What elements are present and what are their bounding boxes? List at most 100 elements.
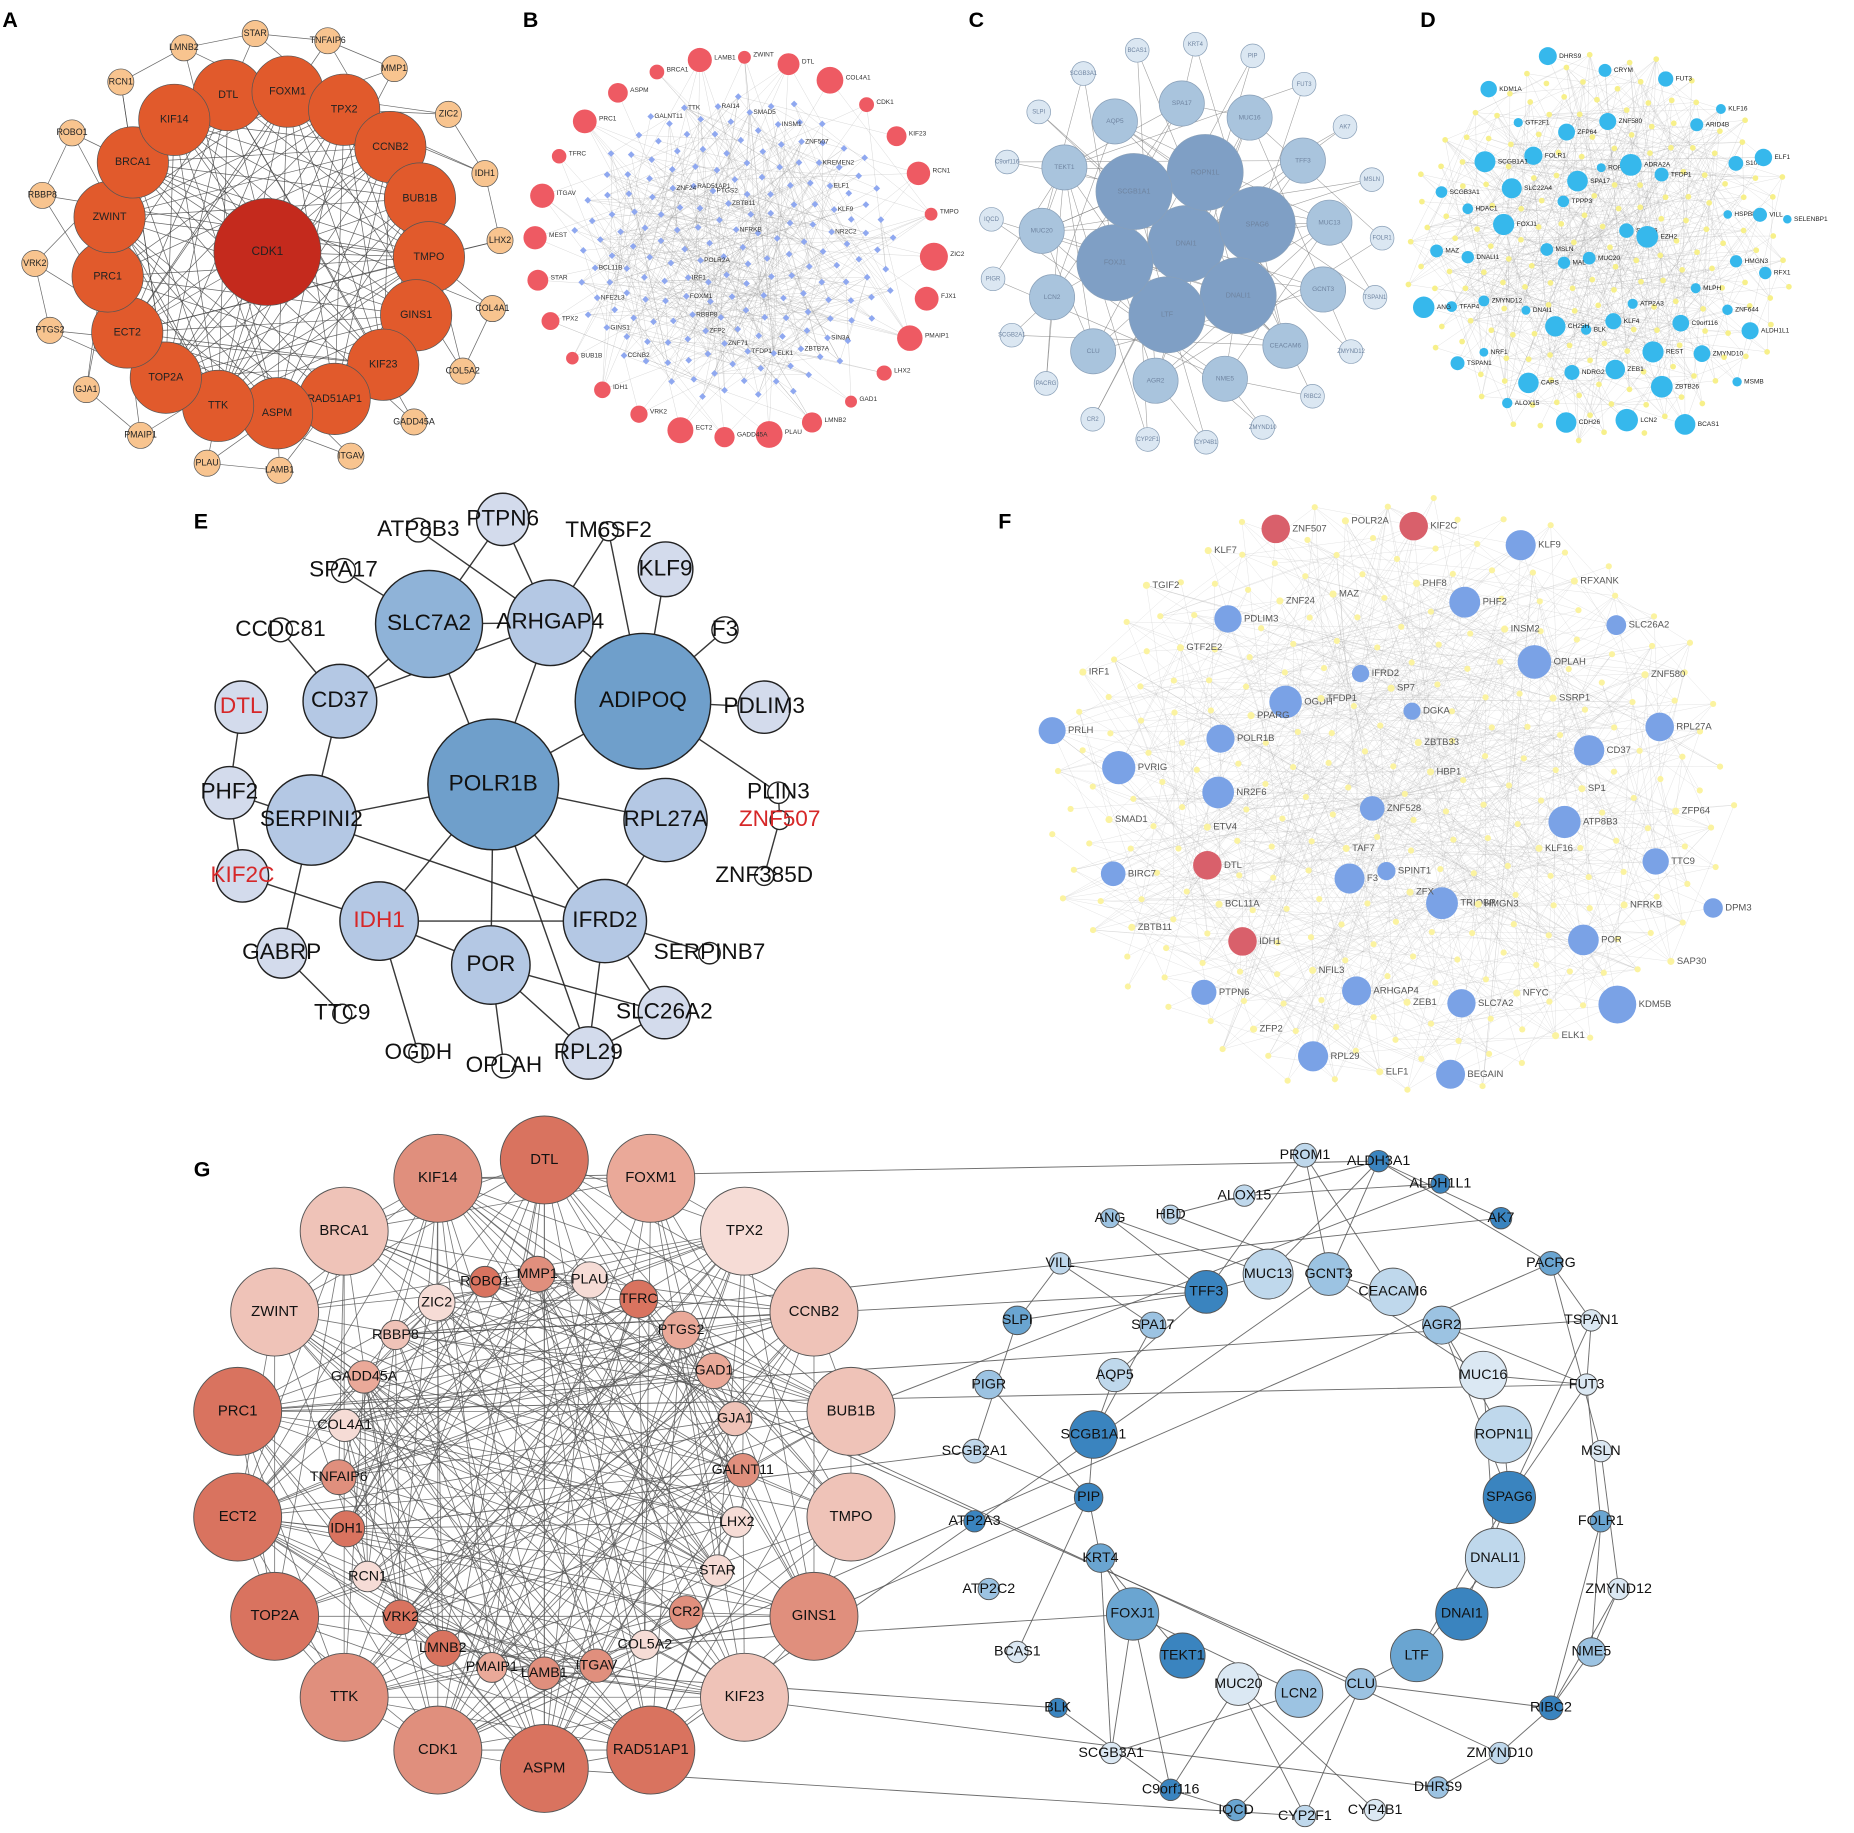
edge <box>399 1178 439 1618</box>
node <box>790 100 798 108</box>
edge <box>1483 102 1697 302</box>
edge <box>344 1425 718 1571</box>
edge <box>684 107 727 275</box>
edge <box>633 277 689 319</box>
node-label: OGDH <box>384 1039 452 1064</box>
edge <box>1202 526 1414 964</box>
edge <box>1472 812 1603 934</box>
node <box>1488 567 1496 574</box>
node <box>1696 728 1704 735</box>
edge <box>1140 602 1465 687</box>
node <box>1071 61 1096 86</box>
node <box>265 774 358 866</box>
edge <box>623 214 751 356</box>
node <box>637 541 694 598</box>
edge <box>1328 628 1505 764</box>
node-label: RAI14 <box>722 103 740 110</box>
node-label: NFRKB <box>740 226 762 233</box>
node <box>1595 302 1602 309</box>
edge <box>1362 574 1603 813</box>
edge <box>814 204 910 339</box>
edge <box>109 146 391 218</box>
edge <box>726 153 735 180</box>
node <box>1522 284 1528 290</box>
node <box>805 371 813 379</box>
edge <box>695 166 859 177</box>
edge <box>1173 680 1584 1006</box>
edge <box>1148 615 1195 753</box>
edge <box>274 1311 597 1666</box>
node <box>1657 775 1664 783</box>
node <box>1501 378 1508 384</box>
edge <box>1420 174 1491 247</box>
edge <box>1410 241 1654 353</box>
edge <box>790 185 810 267</box>
node <box>1381 594 1388 602</box>
node-label: MMP1 <box>381 63 407 73</box>
node <box>1783 214 1792 224</box>
node-label: FOXM1 <box>269 85 306 97</box>
node-label: GAD1 <box>695 1363 734 1379</box>
node <box>1510 921 1517 928</box>
edge <box>600 209 835 240</box>
node-label: DGKA <box>1423 706 1451 717</box>
edge <box>781 144 829 300</box>
node <box>1612 263 1619 270</box>
node <box>597 236 604 243</box>
nodes: MUC20SPAG6MALEZH2MSLNTPPP3ATP2A3SPA17KLF… <box>1405 47 1828 444</box>
edge <box>744 57 770 435</box>
edge <box>702 149 802 349</box>
node-label: CYP2F1 <box>1136 437 1159 443</box>
node <box>1341 517 1349 525</box>
node <box>1097 898 1104 905</box>
node-label: PTPN6 <box>466 505 539 530</box>
node <box>1546 111 1553 118</box>
edge <box>708 282 725 438</box>
node-label: ALDH1L1 <box>1410 1175 1472 1191</box>
edge <box>777 124 832 233</box>
edge <box>1421 201 1662 219</box>
edge <box>1488 89 1628 352</box>
edge <box>1534 333 1654 353</box>
edge <box>334 109 345 399</box>
node <box>28 181 56 209</box>
node <box>847 215 855 223</box>
node <box>667 259 675 267</box>
node-label: MMP1 <box>517 1266 558 1282</box>
node-label: CDK1 <box>418 1742 458 1758</box>
node <box>449 357 477 385</box>
node-label: CLU <box>1087 348 1100 355</box>
edge <box>1656 59 1697 125</box>
node <box>408 1042 429 1064</box>
edge <box>1632 702 1672 962</box>
edge <box>1100 688 1392 902</box>
edge <box>1332 594 1387 872</box>
node <box>1538 1250 1564 1276</box>
node <box>1342 976 1372 1006</box>
node <box>861 154 869 162</box>
edge <box>700 260 791 367</box>
node <box>1179 739 1186 746</box>
edge <box>1550 1263 1602 1452</box>
edge <box>1082 582 1181 673</box>
edge <box>1549 70 1606 115</box>
panel-letter: E <box>194 510 208 534</box>
node <box>685 356 693 364</box>
edge <box>714 263 749 374</box>
node-label: ELF1 <box>1775 154 1791 161</box>
node <box>107 68 135 96</box>
node <box>193 449 221 477</box>
edge <box>1532 369 1616 406</box>
edge <box>1246 686 1648 829</box>
node <box>1387 684 1395 692</box>
node-label: GCNT3 <box>1312 286 1334 293</box>
edge <box>1440 166 1527 311</box>
edge <box>719 162 800 221</box>
edge <box>606 174 646 228</box>
node <box>1467 317 1474 324</box>
node-label: SAP30 <box>1677 956 1707 967</box>
node-label: NFE2L3 <box>601 294 625 301</box>
edge <box>1208 680 1540 849</box>
edge <box>1549 197 1744 356</box>
edge <box>1421 904 1625 1059</box>
